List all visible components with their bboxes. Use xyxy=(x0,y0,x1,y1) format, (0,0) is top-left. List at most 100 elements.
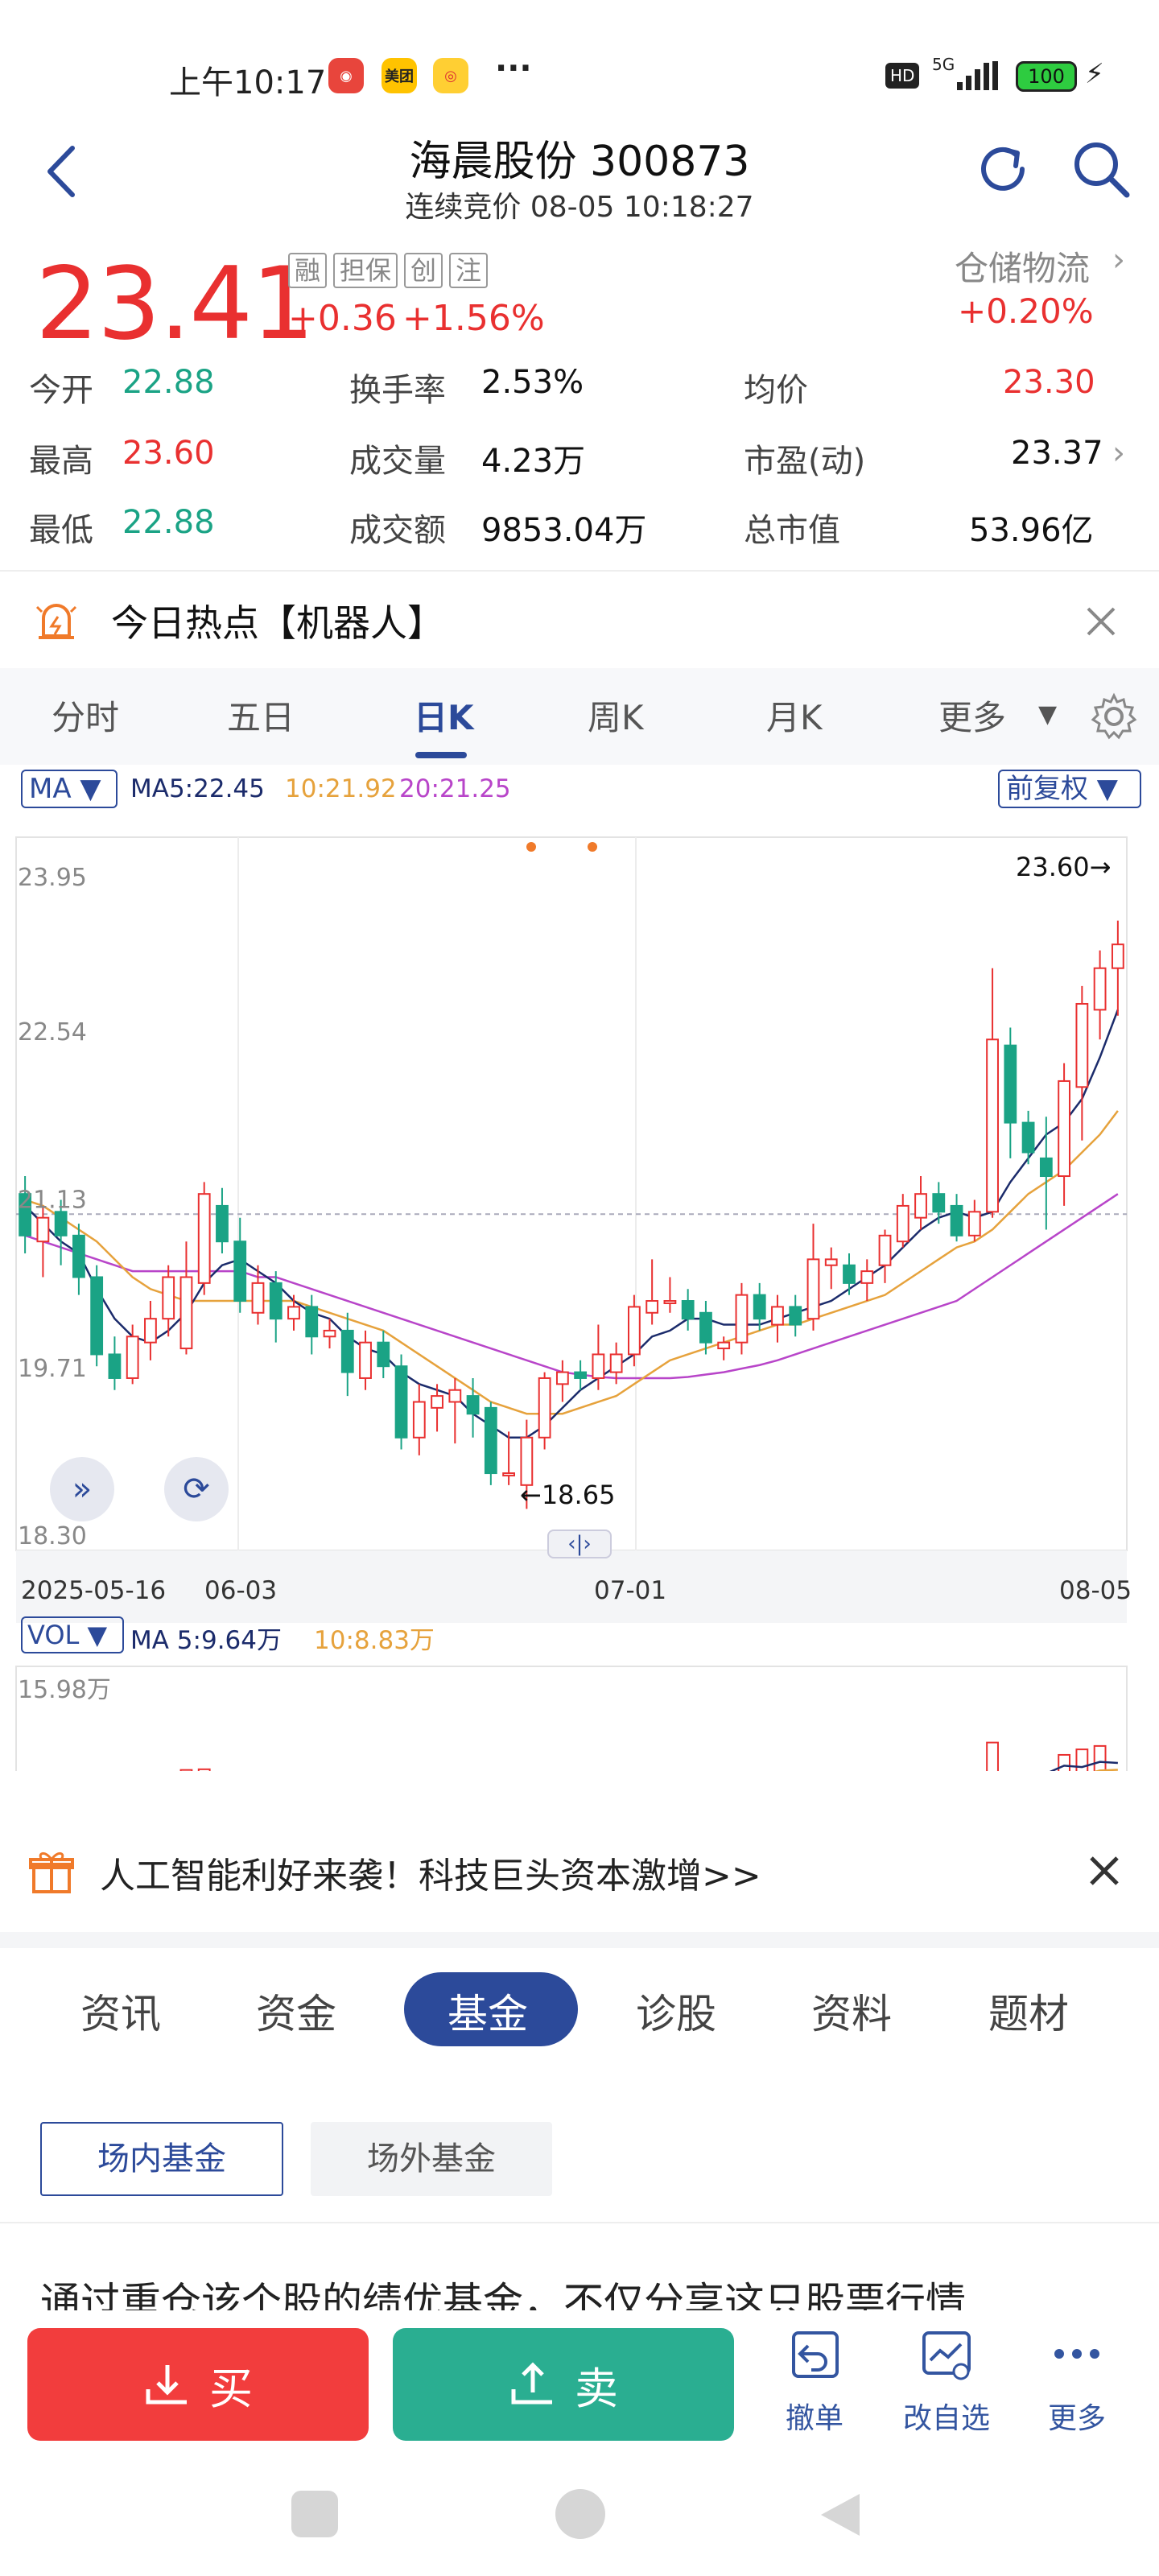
more-dots-icon xyxy=(1054,2349,1099,2359)
y-tick-label: 19.71 xyxy=(18,1355,87,1383)
volume-bar xyxy=(1058,1753,1070,1771)
candle-body xyxy=(484,1406,497,1475)
stats-chevron-icon[interactable]: › xyxy=(1112,435,1125,472)
sell-icon xyxy=(511,2362,552,2405)
dropdown-arrow-icon[interactable]: ▼ xyxy=(1038,700,1058,729)
candle-body xyxy=(90,1276,104,1356)
candle-body xyxy=(1004,1044,1017,1124)
buy-label: 买 xyxy=(209,2363,253,2414)
event-marker xyxy=(588,842,597,852)
tab-monthly-k[interactable]: 月K xyxy=(766,698,823,737)
expand-icon[interactable]: » xyxy=(50,1457,114,1521)
tab-weekly-k[interactable]: 周K xyxy=(588,698,644,737)
amount-value: 9853.04万 xyxy=(481,512,647,549)
tab-news[interactable]: 资讯 xyxy=(80,1991,161,2037)
candle-body xyxy=(699,1311,712,1344)
info-tabs: 资讯 资金 基金 诊股 资料 题材 xyxy=(0,1948,1159,2077)
cancel-order-button[interactable]: 撤单 xyxy=(758,2326,871,2437)
candle-body xyxy=(179,1276,193,1350)
sector-name[interactable]: 仓储物流 xyxy=(955,249,1091,288)
candle-body xyxy=(108,1353,122,1379)
header: 海晨股份 300873 连续竞价 08-05 10:18:27 xyxy=(0,121,1159,233)
rotate-icon[interactable]: ⟳ xyxy=(164,1457,229,1521)
back-icon[interactable] xyxy=(42,143,82,200)
tag-margin: 融 xyxy=(288,253,328,288)
hot-topic-bar[interactable]: 今日热点【机器人】 xyxy=(0,572,1159,668)
sector-chevron-icon[interactable]: › xyxy=(1112,242,1125,279)
search-icon[interactable] xyxy=(1070,138,1132,200)
tab-daily-k[interactable]: 日K xyxy=(414,698,474,737)
tab-intraday[interactable]: 分时 xyxy=(52,698,120,737)
pe-label: 市盈(动) xyxy=(744,443,866,480)
vol-ma5-label: MA 5:9.64万 xyxy=(130,1626,282,1655)
kline-svg: 23.95 22.54 21.13 19.71 18.30 2025-05-16 06-0… xyxy=(15,836,1132,1771)
more-button[interactable]: 更多 xyxy=(1021,2326,1133,2437)
tab-fund-pill[interactable] xyxy=(404,1972,578,2046)
refresh-icon[interactable] xyxy=(972,138,1033,200)
tab-capital[interactable]: 资金 xyxy=(256,1991,336,2037)
promo-banner[interactable]: 人工智能利好来袭！科技巨头资本激增>> xyxy=(0,1811,1159,1932)
nav-home-icon[interactable] xyxy=(555,2489,605,2539)
scroll-handle[interactable]: ‹|› xyxy=(547,1530,612,1558)
candle-body xyxy=(394,1365,408,1439)
candle-body xyxy=(287,1306,300,1320)
candle-body xyxy=(609,1353,623,1373)
candle-body xyxy=(1075,1002,1089,1088)
candle-body xyxy=(717,1341,731,1350)
y-tick-label: 23.95 xyxy=(18,864,87,892)
close-icon[interactable] xyxy=(1083,604,1119,639)
tab-outside-fund[interactable]: 场外基金 xyxy=(311,2122,552,2196)
nav-back-icon[interactable] xyxy=(815,2489,866,2541)
candle-body xyxy=(878,1234,892,1266)
tab-5day[interactable]: 五日 xyxy=(227,698,295,737)
banner-text: 人工智能利好来袭！科技巨头资本激增>> xyxy=(100,1856,761,1897)
nav-recents-icon[interactable] xyxy=(291,2491,338,2537)
tab-fund[interactable]: 基金 xyxy=(448,1991,528,2037)
tab-more[interactable]: 更多 xyxy=(938,698,1007,737)
adjust-label: 前复权 xyxy=(1006,773,1088,805)
tab-inside-fund[interactable]: 场内基金 xyxy=(40,2122,283,2196)
candle-body xyxy=(19,1193,32,1236)
battery-icon: 100 xyxy=(1016,61,1077,92)
candle-body xyxy=(1021,1121,1035,1154)
candle-body xyxy=(144,1318,157,1344)
volume-bar xyxy=(179,1769,193,1771)
signal-icon xyxy=(957,61,998,90)
tab-theme[interactable]: 题材 xyxy=(988,1991,1069,2037)
candle-body xyxy=(377,1341,390,1368)
kline-chart-area[interactable]: MA ▼ MA5:22.45 10:21.92 20:21.25 前复权 ▼ 2… xyxy=(0,765,1159,1803)
fund-subtabs: 场内基金 场外基金 xyxy=(0,2117,1159,2206)
candle-body xyxy=(896,1204,909,1243)
ma20-label: 20:21.25 xyxy=(399,774,511,803)
tab-profile[interactable]: 资料 xyxy=(811,1991,892,2037)
candle-body xyxy=(1039,1157,1053,1178)
stock-tags: 融担保创注 xyxy=(288,253,494,288)
current-price: 23.41 xyxy=(35,246,315,362)
candle-body xyxy=(735,1294,749,1344)
amount-label: 成交额 xyxy=(349,512,446,549)
candle-body xyxy=(555,1371,569,1385)
ma-selector-label: MA xyxy=(29,773,72,805)
ma-selector[interactable]: MA ▼ xyxy=(21,770,118,808)
sell-button[interactable]: 卖 xyxy=(393,2328,734,2441)
candle-body xyxy=(932,1193,946,1213)
candle-body xyxy=(753,1294,766,1320)
settings-gear-icon[interactable] xyxy=(1088,691,1140,742)
edit-watchlist-button[interactable]: 改自选 xyxy=(890,2326,1003,2437)
candle-body xyxy=(967,1211,981,1236)
volume-bar xyxy=(197,1768,211,1771)
vol-selector[interactable]: VOL ▼ xyxy=(21,1616,124,1653)
buy-button[interactable]: 买 xyxy=(27,2328,369,2441)
x-axis: 2025-05-16 06-03 07-01 08-05 xyxy=(21,1576,1132,1605)
banner-close-icon[interactable] xyxy=(1088,1855,1120,1887)
tag-collateral: 担保 xyxy=(333,253,398,288)
tab-diagnosis[interactable]: 诊股 xyxy=(636,1991,716,2037)
x-tick-label: 08-05 xyxy=(1059,1576,1132,1605)
avg-label: 均价 xyxy=(744,372,808,409)
candle-body xyxy=(950,1204,963,1236)
low-value: 22.88 xyxy=(122,504,215,541)
candle-body xyxy=(162,1276,175,1320)
adjust-selector[interactable]: 前复权 ▼ xyxy=(998,770,1141,808)
pe-value: 23.37 xyxy=(1011,435,1103,472)
charging-icon: ⚡ xyxy=(1085,58,1104,90)
